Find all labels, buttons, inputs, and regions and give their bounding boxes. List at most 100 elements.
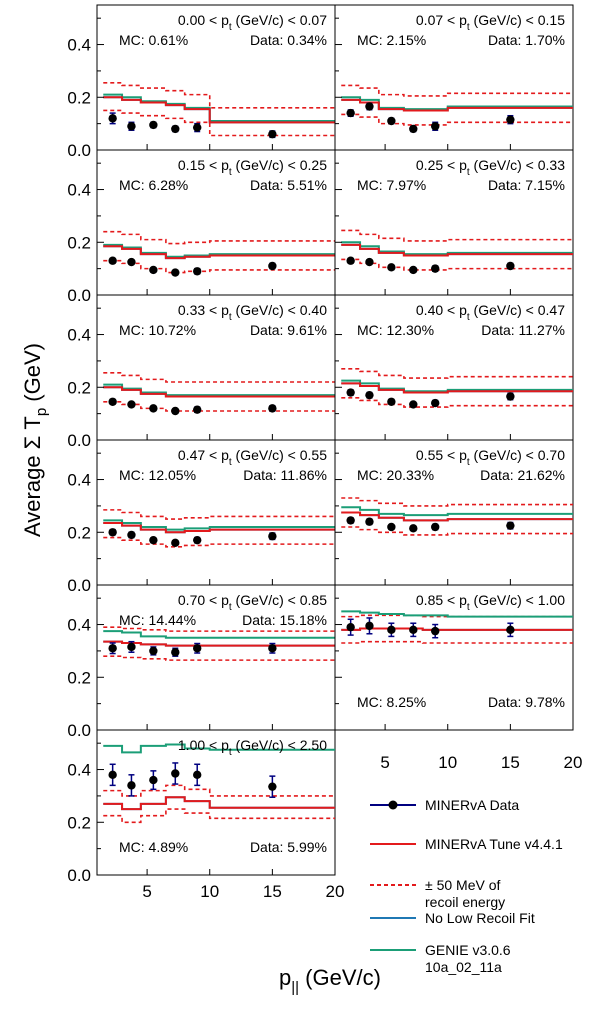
x-axis-label: p|| (GeV/c) [279, 965, 381, 996]
tune-line [103, 96, 335, 124]
data-point [193, 644, 202, 653]
band-upper-line [103, 626, 335, 632]
data-point [268, 404, 277, 413]
data-point [506, 115, 515, 124]
band-upper-line [103, 230, 335, 245]
data-point [108, 528, 117, 537]
data-point [108, 256, 117, 265]
band-upper-line [103, 81, 335, 109]
y-tick-label: 0.0 [67, 866, 91, 885]
data-point [171, 406, 180, 416]
band-upper-line [341, 84, 573, 97]
data-point [387, 522, 396, 532]
pt-range-label: 0.40 < pt (GeV/c) < 0.47 [416, 302, 565, 323]
data-point [365, 621, 374, 631]
tune-line [341, 382, 573, 394]
panel-frame [96, 294, 336, 441]
panel-frame [96, 729, 336, 876]
data-point [268, 644, 277, 653]
data-point [346, 108, 355, 118]
y-tick-label: 0.2 [67, 88, 91, 107]
data-point [268, 782, 277, 791]
y-tick-label: 0.4 [67, 616, 91, 635]
mc-efficiency: MC: 10.72% [119, 322, 196, 338]
x-tick-label: 10 [200, 882, 219, 901]
data-point [346, 622, 355, 632]
data-point [127, 530, 136, 540]
genie-line [103, 743, 335, 754]
data-point [149, 404, 158, 413]
band-upper-line [103, 784, 335, 797]
y-axis-label: Average Σ Tp (GeV) [20, 343, 50, 537]
data-point [193, 267, 202, 276]
band-lower-line [341, 640, 573, 644]
data-efficiency: Data: 1.70% [488, 32, 565, 48]
data-point [387, 116, 396, 126]
tune-line [341, 627, 573, 631]
legend-marker-point [388, 800, 398, 810]
data-point [409, 124, 418, 134]
data-point [365, 517, 374, 526]
band-lower-line [341, 526, 573, 536]
band-lower-line [341, 258, 573, 271]
y-tick-label: 0.4 [67, 326, 91, 345]
data-point [193, 405, 202, 414]
panel-frame [96, 4, 336, 151]
pt-range-label: 1.00 < pt (GeV/c) < 2.50 [178, 737, 327, 758]
legend-item-data: MINERvA Data [370, 797, 519, 813]
genie-line [341, 506, 573, 517]
data-efficiency: Data: 15.18% [242, 612, 327, 628]
data-point [108, 770, 117, 780]
band-lower-line [103, 259, 335, 274]
mc-efficiency: MC: 14.44% [119, 612, 196, 628]
y-tick-label: 0.0 [67, 286, 91, 305]
tune-line [103, 522, 335, 534]
mc-efficiency: MC: 4.89% [119, 839, 188, 855]
data-point [171, 268, 180, 277]
tune-line [103, 796, 335, 811]
data-point [506, 625, 515, 635]
panel-frame [334, 4, 574, 151]
y-tick-label: 0.4 [67, 181, 91, 200]
data-point [365, 257, 374, 267]
data-point [387, 397, 396, 406]
x-tick-label: 15 [263, 882, 282, 901]
data-point [409, 400, 418, 409]
mc-efficiency: MC: 7.97% [357, 177, 426, 193]
x-tick-label: 5 [380, 753, 389, 772]
data-point [346, 256, 355, 265]
legend-label: recoil energy [425, 894, 505, 910]
data-point [171, 124, 180, 134]
y-tick-label: 0.4 [67, 471, 91, 490]
band-lower-line [103, 109, 335, 137]
data-point [149, 265, 158, 275]
data-point [268, 129, 277, 139]
panel-frame [334, 439, 574, 586]
data-point [387, 263, 396, 272]
legend-label: MINERvA Tune v4.4.1 [425, 836, 563, 852]
data-efficiency: Data: 5.99% [250, 839, 327, 855]
mc-efficiency: MC: 6.28% [119, 177, 188, 193]
data-point [193, 535, 202, 545]
data-efficiency: Data: 9.61% [250, 322, 327, 338]
pt-range-label: 0.70 < pt (GeV/c) < 0.85 [178, 592, 327, 613]
data-point [171, 538, 180, 548]
data-point [431, 626, 440, 636]
data-point [387, 625, 396, 635]
data-point [171, 648, 180, 657]
panel-frame [334, 294, 574, 441]
band-upper-line [341, 497, 573, 507]
y-tick-label: 0.2 [67, 668, 91, 687]
data-point [108, 114, 117, 123]
data-point [431, 122, 440, 131]
y-tick-label: 0.0 [67, 576, 91, 595]
mc-efficiency: MC: 12.05% [119, 467, 196, 483]
genie-line [341, 610, 573, 618]
mc-efficiency: MC: 12.30% [357, 322, 434, 338]
